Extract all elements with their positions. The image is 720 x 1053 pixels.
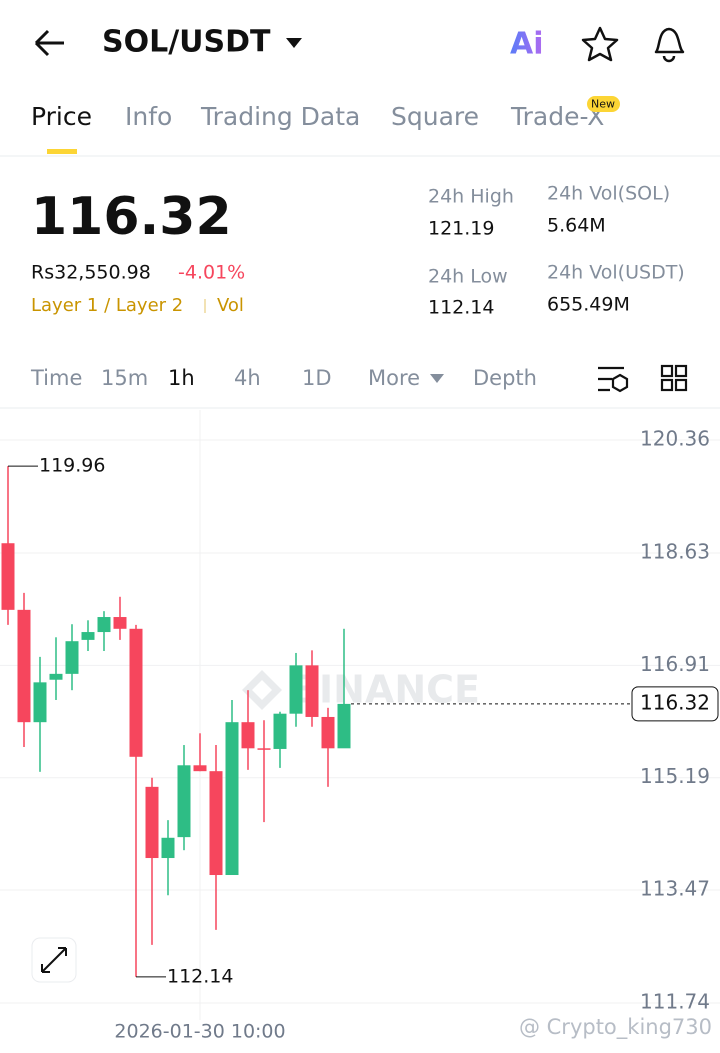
interval-bar: Time 15m 1h 4h 1D More Depth xyxy=(30,366,537,390)
candle-body xyxy=(1,543,15,610)
low-label: 112.14 xyxy=(167,965,233,987)
new-badge: New xyxy=(591,98,615,111)
tag[interactable]: Layer 1 / Layer 2 xyxy=(31,295,183,316)
chart: BINANCE120.36118.63116.91115.19113.47111… xyxy=(0,410,720,1043)
tag[interactable]: Vol xyxy=(217,295,244,316)
candle-body xyxy=(273,713,287,749)
candle-body xyxy=(225,722,239,876)
candle-body xyxy=(33,682,47,723)
pair-dropdown[interactable] xyxy=(286,38,302,48)
candle-body xyxy=(129,628,143,757)
candle-body xyxy=(65,641,79,674)
back-button[interactable] xyxy=(34,29,64,57)
credit-watermark: @ Crypto_king730 xyxy=(519,1015,712,1040)
stats: 24h High 121.19 24h Low 112.14 24h Vol(S… xyxy=(428,183,685,319)
last-price-box xyxy=(631,686,719,722)
tab[interactable]: Price xyxy=(31,102,92,131)
candle-body xyxy=(305,665,319,717)
candle-body xyxy=(81,632,95,640)
logo-watermark xyxy=(242,670,282,710)
candle-body xyxy=(49,673,63,680)
interval[interactable]: 1h xyxy=(168,366,195,390)
y-tick-label: 113.47 xyxy=(640,877,710,901)
candle-body xyxy=(289,665,303,714)
interval[interactable]: Depth xyxy=(473,366,537,390)
stat-value: 655.49M xyxy=(547,294,630,316)
candle-body xyxy=(257,748,271,750)
price-change: -4.01% xyxy=(178,262,245,284)
interval[interactable]: Time xyxy=(30,366,82,390)
candle-body xyxy=(97,617,111,633)
interval[interactable]: 4h xyxy=(234,366,261,390)
y-tick-label: 118.63 xyxy=(640,540,710,564)
stat-label: 24h Vol(SOL) xyxy=(547,183,670,205)
x-tick-label: 2026-01-30 10:00 xyxy=(114,1021,285,1043)
candle-body xyxy=(145,786,159,859)
tab[interactable]: Trading Data xyxy=(200,102,360,131)
candle-body xyxy=(321,716,335,749)
stat-label: 24h Low xyxy=(428,266,508,288)
expand-icon xyxy=(41,947,67,973)
indicator-button[interactable] xyxy=(598,366,629,393)
pair-title[interactable]: SOL/USDT xyxy=(102,25,271,60)
tab-bar: Price Info Trading Data Square Trade-X xyxy=(31,102,604,131)
candle-body xyxy=(177,765,191,838)
stat-label: 24h High xyxy=(428,186,514,208)
layout-button[interactable] xyxy=(660,364,688,392)
candle-body xyxy=(241,722,255,749)
new-badge-bg xyxy=(587,96,620,112)
tab[interactable]: Square xyxy=(391,102,479,131)
interval[interactable]: 1D xyxy=(302,366,332,390)
candle-body xyxy=(337,703,351,749)
stat-value: 121.19 xyxy=(428,218,494,240)
stat-value: 5.64M xyxy=(547,215,606,237)
ai-button[interactable]: Ai xyxy=(510,27,544,62)
y-tick-label: 116.91 xyxy=(640,652,710,676)
tab-indicator xyxy=(47,149,77,154)
y-tick-label: 115.19 xyxy=(640,764,710,788)
stat-label: 24h Vol(USDT) xyxy=(547,262,685,284)
candle-body xyxy=(17,609,31,723)
candle-body xyxy=(161,837,175,859)
tab[interactable]: Info xyxy=(125,102,172,131)
y-tick-label: 111.74 xyxy=(640,990,710,1014)
stat-value: 112.14 xyxy=(428,297,494,319)
last-price: 116.32 xyxy=(31,187,232,247)
local-price: Rs32,550.98 xyxy=(31,262,151,284)
interval[interactable]: 15m xyxy=(101,366,148,390)
more-dropdown[interactable] xyxy=(430,374,444,383)
alert-button[interactable] xyxy=(654,27,685,63)
last-price-label: 116.32 xyxy=(640,690,710,714)
interval[interactable]: More xyxy=(368,366,420,390)
candle-body xyxy=(209,771,223,876)
candle-body xyxy=(113,617,127,629)
high-label: 119.96 xyxy=(39,455,105,477)
y-tick-label: 120.36 xyxy=(640,427,710,451)
candle-body xyxy=(193,765,207,772)
favorite-button[interactable] xyxy=(581,26,619,62)
